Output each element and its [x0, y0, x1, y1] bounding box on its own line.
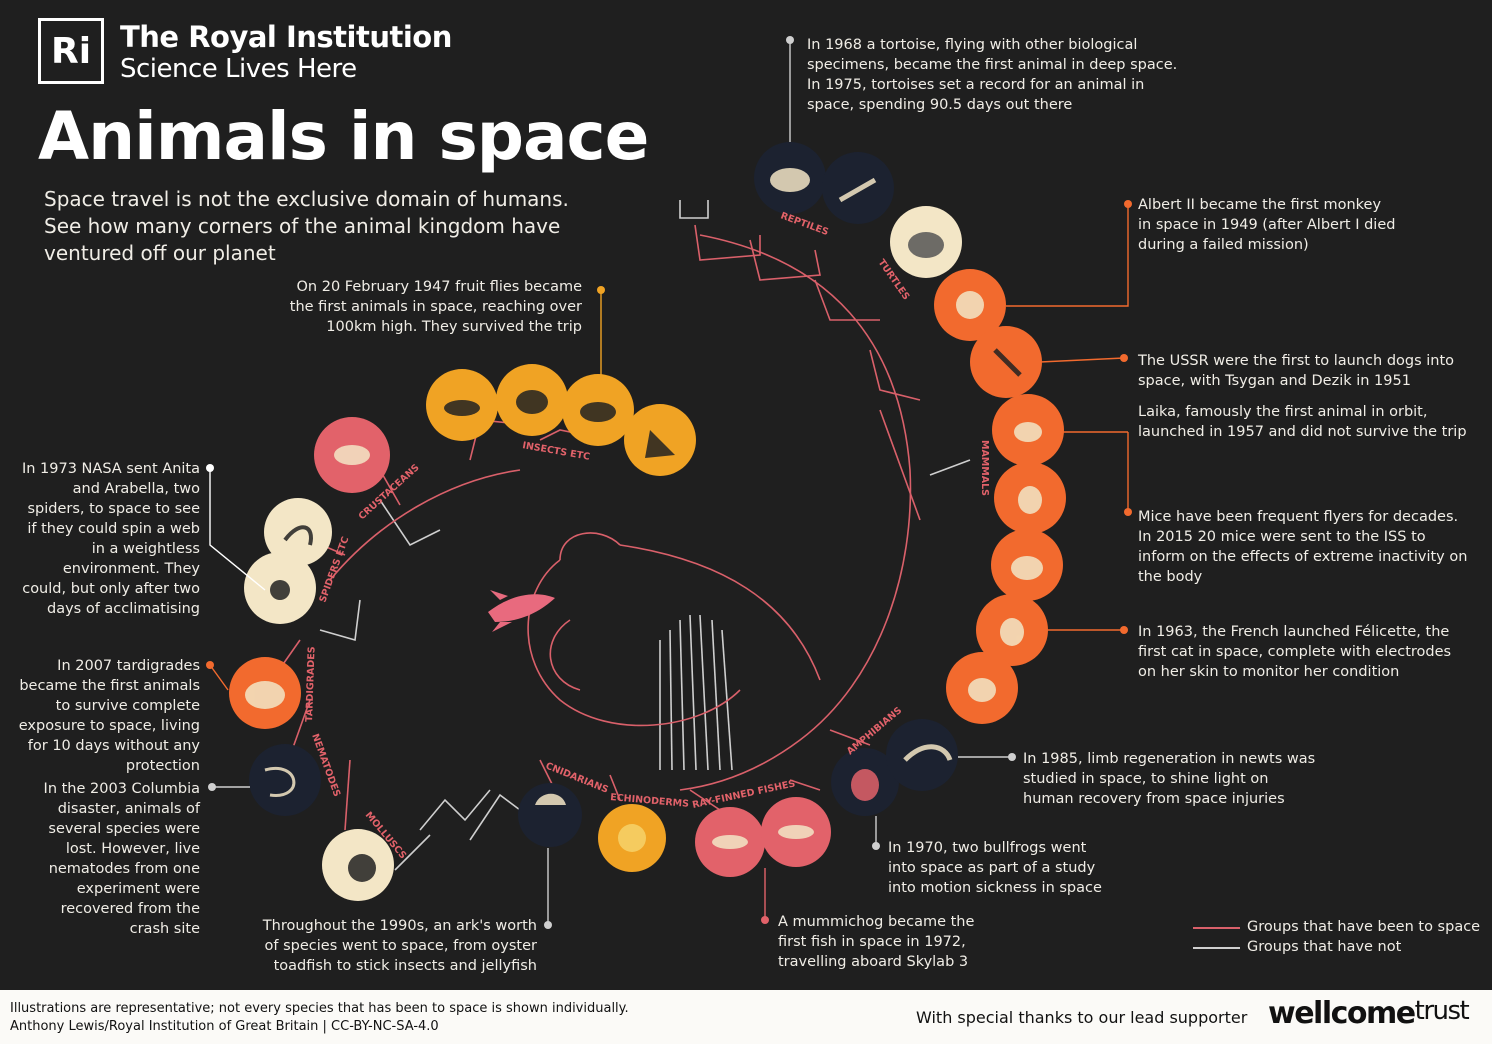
label-mammals: MAMMALS	[979, 440, 990, 496]
scorpion-icon	[264, 498, 332, 566]
branches-not-in-space	[319, 200, 971, 871]
footer-note: Illustrations are representative; not ev…	[10, 1001, 629, 1016]
sponsor-logo: wellcometrust	[1268, 996, 1470, 1031]
label-insects: INSECTS ETC	[521, 440, 590, 463]
annotation-nematodes: In the 2003 Columbia disaster, animals o…	[43, 781, 200, 937]
annotation-dogs-2: Laika, famously the first animal in orbi…	[1138, 404, 1467, 440]
sponsor-bold: wellcome	[1268, 996, 1416, 1031]
brand-tagline: Science Lives Here	[120, 54, 357, 84]
label-tardigrades: TARDIGRADES	[304, 646, 318, 722]
footer-credit: Anthony Lewis/Royal Institution of Great…	[10, 1019, 439, 1034]
ri-logo: Ri	[38, 18, 104, 84]
annotation-cat: In 1963, the French launched Félicette, …	[1138, 624, 1452, 680]
footer-thanks: With special thanks to our lead supporte…	[916, 1008, 1248, 1027]
annotation-mice: Mice have been frequent flyers for decad…	[1138, 509, 1468, 585]
logo-mark: Ri	[50, 30, 92, 72]
rocket-icon	[488, 590, 555, 632]
animal-icons	[229, 142, 1066, 901]
newt-icon	[886, 719, 958, 791]
annotation-fruit-flies: On 20 February 1947 fruit flies became t…	[289, 279, 582, 335]
annotation-tortoise: In 1968 a tortoise, flying with other bi…	[807, 37, 1178, 113]
jellyfish-icon	[518, 783, 582, 847]
phylogeny-diagram: REPTILES TURTLES MAMMALS AMPHIBIANS RAY-…	[206, 36, 1240, 949]
brand-name: The Royal Institution	[120, 20, 452, 54]
footer	[0, 990, 1492, 1044]
annotation-tardigrades: In 2007 tardigrades became the first ani…	[18, 658, 200, 774]
sponsor-light: trust	[1414, 996, 1470, 1026]
label-reptiles: REPTILES	[779, 210, 830, 238]
annotation-1990s: Throughout the 1990s, an ark's worth of …	[262, 918, 537, 974]
annotation-dogs-1: The USSR were the first to launch dogs i…	[1138, 353, 1455, 389]
legend-been: Groups that have been to space	[1247, 919, 1481, 935]
page-title: Animals in space	[38, 98, 649, 175]
annotation-monkey: Albert II became the first monkey in spa…	[1138, 197, 1396, 253]
legend-not: Groups that have not	[1247, 939, 1402, 955]
page-subtitle: Space travel is not the exclusive domain…	[44, 187, 569, 265]
annotation-newts: In 1985, limb regeneration in newts was …	[1023, 751, 1316, 807]
annotation-mummichog: A mummichog became the first fish in spa…	[778, 914, 975, 970]
annotation-spiders: In 1973 NASA sent Anita and Arabella, tw…	[21, 461, 200, 617]
annotation-bullfrogs: In 1970, two bullfrogs went into space a…	[888, 840, 1102, 896]
nematode-icon	[249, 744, 321, 816]
